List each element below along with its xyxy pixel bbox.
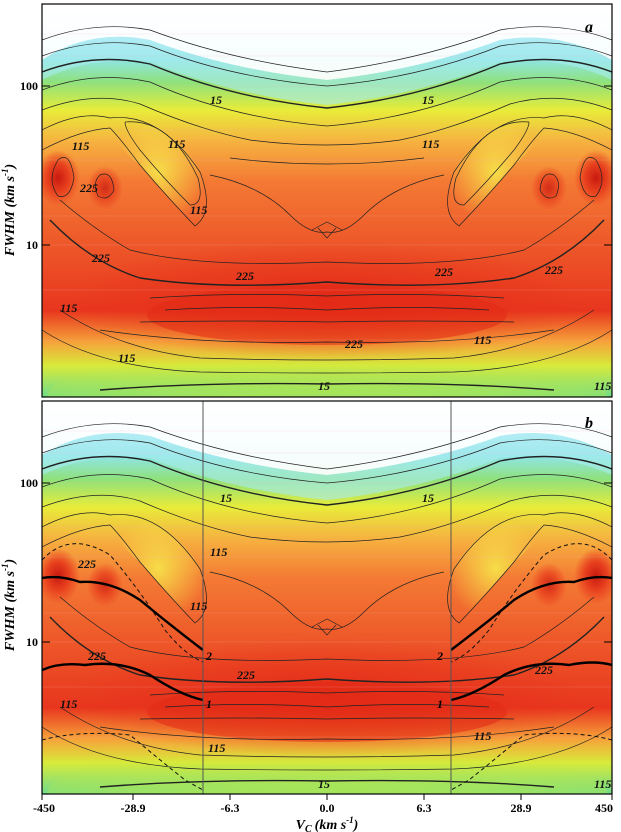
panel-a-grid <box>42 33 612 341</box>
contour-label: 115 <box>474 333 491 347</box>
contour-label: 225 <box>344 337 363 351</box>
panel-b-ytick-10: 10 <box>26 635 38 649</box>
xtick-label: -28.9 <box>121 801 146 815</box>
xtick-label: -450 <box>33 801 55 815</box>
contour-label: 115 <box>208 741 225 755</box>
panel-b-grid <box>42 430 612 738</box>
panel-b-contours <box>42 423 612 788</box>
panel-a-letter: a <box>585 19 593 36</box>
x-axis-label: VC (km s-1) <box>296 815 359 832</box>
panel-a-contours <box>42 26 612 391</box>
panel-a-contour-labels: 15 15 115 115 115 115 225 225 225 225 22… <box>60 93 611 393</box>
curve-label-2-left: 2 <box>205 649 212 663</box>
contour-label: 225 <box>79 181 98 195</box>
contour-label: 225 <box>77 557 96 571</box>
xtick-label: 450 <box>595 801 613 815</box>
x-ticks <box>41 794 613 800</box>
panel-b-ytick-100: 100 <box>20 476 38 490</box>
x-tick-labels: -450 -28.9 -6.3 0.0 6.3 28.9 450 <box>33 801 613 815</box>
contour-label: 225 <box>91 251 110 265</box>
curve-label-1-right: 1 <box>437 697 443 711</box>
curve-1-right <box>450 661 612 702</box>
panel-a-ytick-100: 100 <box>20 79 38 93</box>
contour-label: 115 <box>118 351 135 365</box>
panel-a-y-axis-label: FWHM (km s-1) <box>0 164 18 257</box>
xtick-label: 6.3 <box>417 801 432 815</box>
contour-label: 225 <box>434 265 453 279</box>
curve-label-2-right: 2 <box>436 649 443 663</box>
panel-b: 15 15 115 115 225 225 225 225 115 115 15… <box>20 400 613 795</box>
contour-label: 15 <box>318 777 330 791</box>
contour-label: 115 <box>422 137 439 151</box>
contour-label: 115 <box>594 777 611 791</box>
contour-label: 225 <box>236 668 255 682</box>
contour-label: 15 <box>422 93 434 107</box>
contour-label: 225 <box>235 269 254 283</box>
contour-label: 15 <box>318 379 330 393</box>
contour-label: 15 <box>210 93 222 107</box>
xtick-label: 28.9 <box>511 801 532 815</box>
panel-a-top-white <box>42 4 612 80</box>
contour-label: 115 <box>594 379 611 393</box>
panel-b-y-axis-label: FWHM (km s-1) <box>0 559 18 652</box>
contour-label: 15 <box>220 491 232 505</box>
contour-label: 115 <box>60 301 77 315</box>
xtick-label: -6.3 <box>221 801 240 815</box>
panel-a-y-ticks <box>42 85 612 246</box>
contour-label: 225 <box>87 649 106 663</box>
panel-a-frame <box>41 3 613 398</box>
panel-b-curve-labels: 1 2 1 2 <box>205 649 443 711</box>
xtick-label: 0.0 <box>320 801 335 815</box>
panel-a-ytick-10: 10 <box>26 238 38 252</box>
panel-b-y-ticks <box>42 482 612 643</box>
contour-label: 225 <box>544 263 563 277</box>
curve-label-1-left: 1 <box>206 697 212 711</box>
contour-label: 115 <box>190 599 207 613</box>
contour-label: 115 <box>190 203 207 217</box>
contour-label: 115 <box>210 545 227 559</box>
curve-2-left <box>42 575 204 651</box>
panel-b-bold-curves <box>42 575 612 702</box>
contour-label: 15 <box>422 491 434 505</box>
panel-b-dashed-curves <box>42 543 612 791</box>
contour-label: 225 <box>534 663 553 677</box>
contour-label: 115 <box>72 139 89 153</box>
curve-2-right <box>450 575 612 651</box>
panel-a: 15 15 115 115 115 115 225 225 225 225 22… <box>20 3 613 398</box>
contour-label: 115 <box>474 729 491 743</box>
panel-b-letter: b <box>585 415 593 432</box>
curve-1-left <box>42 662 204 702</box>
contour-label: 115 <box>168 137 185 151</box>
panel-b-contour-labels: 15 15 115 115 225 225 225 225 115 115 15… <box>60 491 611 791</box>
contour-label: 115 <box>60 697 77 711</box>
